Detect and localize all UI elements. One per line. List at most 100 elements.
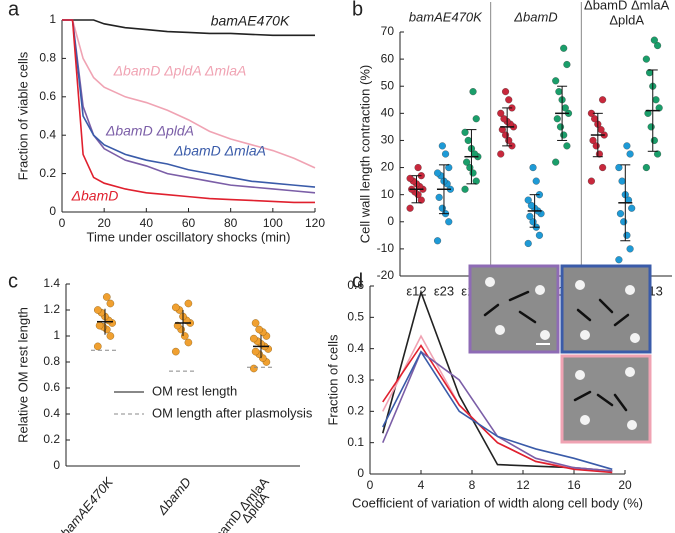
point [623, 142, 631, 150]
point [615, 256, 623, 264]
y-tick-label: 0 [53, 458, 60, 472]
point [171, 303, 180, 312]
y-tick-label: 0.6 [347, 278, 364, 292]
panel-label: b [352, 0, 363, 20]
point [505, 96, 513, 104]
y-tick-label: 1 [49, 12, 56, 26]
point [532, 177, 540, 185]
point [251, 319, 260, 327]
category-label: bamAE470K [409, 9, 483, 24]
y-tick-label: 50 [381, 78, 395, 92]
point [654, 150, 662, 158]
point [626, 150, 634, 158]
point [438, 142, 446, 150]
y-tick-label: 1.4 [43, 276, 60, 290]
point [249, 364, 258, 373]
x-tick-label: 4 [418, 478, 425, 492]
y-tick-label: 0.6 [39, 89, 56, 103]
panel-label: c [8, 270, 18, 292]
category-label: bamAE470K [58, 473, 117, 533]
y-tick-label: 70 [381, 24, 395, 38]
point [94, 306, 102, 314]
category-label: ΔpldA [609, 12, 644, 27]
x-tick-label: 40 [140, 216, 154, 230]
point [560, 131, 568, 139]
y-tick-label: 0 [357, 466, 364, 480]
point [184, 338, 193, 347]
legend-label: OM rest length [152, 383, 237, 398]
y-tick-label: 0.4 [43, 406, 60, 420]
category-label: ΔbamD ΔmlaA [584, 0, 670, 12]
y-axis-label: Fraction of viable cells [15, 51, 30, 180]
point [461, 128, 469, 136]
point [442, 150, 450, 158]
y-tick-label: -10 [377, 241, 395, 255]
point [563, 142, 571, 150]
point [561, 104, 569, 112]
y-tick-label: 0 [49, 204, 56, 218]
point [469, 88, 477, 96]
x-tick-label: 20 [618, 478, 632, 492]
y-tick-label: 40 [381, 106, 395, 120]
micrograph-dots [485, 277, 640, 430]
point [434, 237, 442, 245]
point [461, 185, 469, 193]
y-tick-label: -20 [377, 268, 395, 282]
point [552, 158, 560, 166]
point [502, 88, 510, 96]
point [650, 36, 658, 44]
x-tick-label: ε12 [406, 283, 426, 298]
series-line [62, 19, 316, 188]
point [406, 204, 414, 212]
point [434, 169, 442, 177]
point [628, 204, 636, 212]
point [647, 123, 655, 131]
point [464, 136, 472, 144]
point [560, 44, 568, 52]
x-tick-label: 80 [224, 216, 238, 230]
y-tick-label: 0.3 [347, 372, 364, 386]
point [103, 293, 111, 301]
point [642, 164, 650, 172]
point [553, 115, 561, 123]
y-tick-label: 60 [381, 51, 395, 65]
point [94, 342, 102, 351]
series-label: ΔbamD [71, 188, 119, 204]
point [650, 136, 658, 144]
panel-label: d [352, 270, 363, 292]
series-line [382, 344, 613, 474]
y-tick-label: 0 [387, 214, 394, 228]
point [529, 164, 537, 172]
point [615, 164, 623, 172]
point [642, 55, 650, 63]
x-axis-label: Time under oscillatory shocks (min) [87, 229, 291, 244]
point [171, 347, 180, 356]
point [414, 164, 422, 172]
series-line [62, 19, 315, 204]
y-tick-label: 10 [381, 187, 395, 201]
point [524, 239, 532, 248]
point [623, 231, 631, 239]
series-line [382, 350, 613, 471]
y-axis-label: Cell wall length contraction (%) [357, 65, 372, 243]
point [106, 299, 115, 308]
series-label: ΔbamD ΔpldA ΔmlaA [113, 63, 247, 79]
panel-label: a [8, 0, 20, 20]
point [589, 136, 597, 144]
x-tick-label: 120 [305, 216, 325, 230]
y-axis-label: Relative OM rest length [15, 307, 30, 443]
series-label: bamAE470K [211, 13, 290, 29]
x-tick-label: 20 [97, 216, 111, 230]
legend-label: OM length after plasmolysis [152, 405, 313, 420]
series-line [62, 19, 316, 169]
y-tick-label: 0.8 [39, 51, 56, 65]
y-tick-label: 0.4 [39, 127, 56, 141]
point [106, 332, 115, 340]
point [406, 174, 414, 182]
x-tick-label: 12 [516, 478, 530, 492]
point [654, 42, 662, 50]
point [556, 123, 565, 131]
y-tick-label: 0.1 [347, 435, 364, 449]
y-tick-label: 0.8 [43, 354, 60, 368]
